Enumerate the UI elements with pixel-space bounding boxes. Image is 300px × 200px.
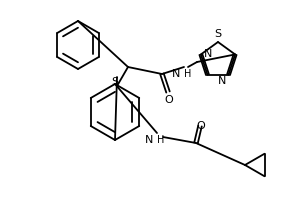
Text: N: N: [204, 49, 212, 59]
Text: N: N: [145, 135, 153, 145]
Text: O: O: [196, 121, 206, 131]
Text: O: O: [165, 95, 173, 105]
Text: H: H: [157, 135, 164, 145]
Text: S: S: [111, 77, 118, 87]
Text: N: N: [218, 76, 226, 86]
Text: S: S: [214, 29, 222, 39]
Text: H: H: [184, 69, 191, 79]
Text: N: N: [172, 69, 180, 79]
